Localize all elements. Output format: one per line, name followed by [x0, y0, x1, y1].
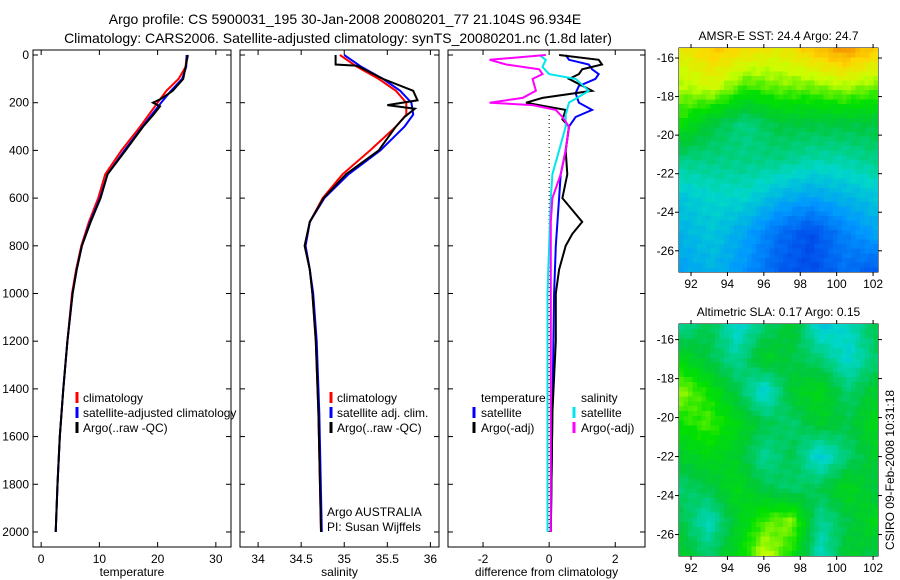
- x-axis-label: difference from climatology: [475, 565, 618, 579]
- x-tick-label: 34.5: [289, 552, 313, 566]
- x-tick-label: 100: [827, 561, 847, 575]
- legend-label: satellite: [481, 406, 522, 420]
- x-tick-label: 0: [546, 552, 553, 566]
- legend-label: climatology: [83, 391, 143, 405]
- x-tick-label: 94: [721, 561, 735, 575]
- legend-heading: salinity: [581, 391, 618, 405]
- x-tick-label: 36: [424, 552, 438, 566]
- title-line1: Argo profile: CS 5900031_195 30-Jan-2008…: [109, 11, 582, 27]
- legend-label: Argo(..raw -QC): [337, 421, 422, 435]
- x-tick-label: 94: [721, 277, 735, 291]
- series-line-satellite-adjusted-climatology: [54, 54, 188, 533]
- series-line-salinity-argo-adj-: [489, 54, 571, 532]
- series-line-argo-raw-qc-: [303, 55, 419, 533]
- x-tick-label: 102: [863, 561, 883, 575]
- legend-label: Argo(..raw -QC): [83, 421, 168, 435]
- x-axis-label: salinity: [321, 565, 358, 579]
- y-tick-label: 800: [9, 239, 29, 253]
- y-tick-label: -22: [657, 167, 675, 181]
- y-tick-label: -18: [657, 372, 675, 386]
- series-line-temperature-satellite: [549, 54, 601, 533]
- x-tick-label: 100: [827, 277, 847, 291]
- y-tick-label: -18: [657, 90, 675, 104]
- axes-frame: [447, 49, 646, 548]
- x-tick-label: 10: [93, 552, 107, 566]
- y-tick-label: -16: [657, 333, 675, 347]
- x-tick-label: 96: [757, 277, 771, 291]
- sla-map-panel: Altimetric SLA: 0.17 Argo: 0.15 92 94 96 98 1…: [657, 305, 884, 575]
- temperature-panel: 0 10 20 30 0 200 400 600 800 1000 1200 1400 1600 1800…: [2, 48, 236, 579]
- x-tick-label: 98: [794, 277, 808, 291]
- x-tick-label: 102: [863, 277, 883, 291]
- y-tick-label: -16: [657, 51, 675, 65]
- map-title: AMSR-E SST: 24.4 Argo: 24.7: [698, 29, 858, 43]
- x-tick-label: 2: [612, 552, 619, 566]
- legend-label: climatology: [337, 391, 397, 405]
- legend-label: satellite-adjusted climatology: [83, 406, 236, 420]
- y-tick-label: -24: [657, 489, 675, 503]
- x-tick-label: 92: [684, 277, 698, 291]
- axes-frame: [32, 49, 232, 548]
- annotation-text: PI: Susan Wijffels: [327, 520, 421, 534]
- y-tick-label: 1600: [2, 430, 29, 444]
- x-tick-label: 96: [757, 561, 771, 575]
- y-tick-label: 200: [9, 96, 29, 110]
- series-line-salinity-satellite: [538, 54, 591, 532]
- y-tick-label: -22: [657, 450, 675, 464]
- x-tick-label: 35: [338, 552, 352, 566]
- y-tick-label: 1400: [2, 382, 29, 396]
- title-line2: Climatology: CARS2006. Satellite-adjuste…: [64, 30, 612, 46]
- series-line-climatology: [54, 54, 188, 533]
- x-tick-label: 0: [38, 552, 45, 566]
- x-tick-label: 30: [209, 552, 223, 566]
- y-tick-label: -20: [657, 411, 675, 425]
- y-tick-label: -26: [657, 528, 675, 542]
- legend-label: satellite adj. clim.: [337, 406, 428, 420]
- y-tick-label: 600: [9, 191, 29, 205]
- y-tick-label: 400: [9, 143, 29, 157]
- x-tick-label: 34: [251, 552, 265, 566]
- y-tick-label: 1000: [2, 286, 29, 300]
- y-tick-label: 1200: [2, 334, 29, 348]
- y-tick-label: -24: [657, 205, 675, 219]
- x-tick-label: -2: [478, 552, 489, 566]
- map-title: Altimetric SLA: 0.17 Argo: 0.15: [697, 305, 861, 319]
- salinity-panel: 34 34.5 35 35.5 36 salinity climatologysatelli…: [239, 49, 440, 579]
- y-tick-label: 1800: [2, 477, 29, 491]
- x-tick-label: 92: [684, 561, 698, 575]
- axes-frame: [239, 49, 440, 548]
- series-line-argo-raw-qc-: [54, 54, 189, 533]
- legend-label: satellite: [581, 406, 622, 420]
- legend-label: Argo(-adj): [581, 421, 634, 435]
- x-axis-label: temperature: [100, 565, 165, 579]
- annotation-text: Argo AUSTRALIA: [327, 505, 422, 519]
- y-tick-label: 2000: [2, 525, 29, 539]
- footer-stamp: CSIRO 09-Feb-2008 10:31:18: [883, 390, 897, 550]
- y-tick-label: -26: [657, 244, 675, 258]
- legend-label: Argo(-adj): [481, 421, 534, 435]
- sst-heatmap: [679, 48, 878, 272]
- x-tick-label: 20: [151, 552, 165, 566]
- legend-heading: temperature: [481, 391, 546, 405]
- series-line-temperature-argo-adj-: [525, 54, 604, 533]
- y-tick-label: 0: [22, 48, 29, 62]
- y-tick-label: -20: [657, 128, 675, 142]
- x-tick-label: 35.5: [376, 552, 400, 566]
- x-tick-label: 98: [794, 561, 808, 575]
- sla-heatmap: [679, 324, 878, 556]
